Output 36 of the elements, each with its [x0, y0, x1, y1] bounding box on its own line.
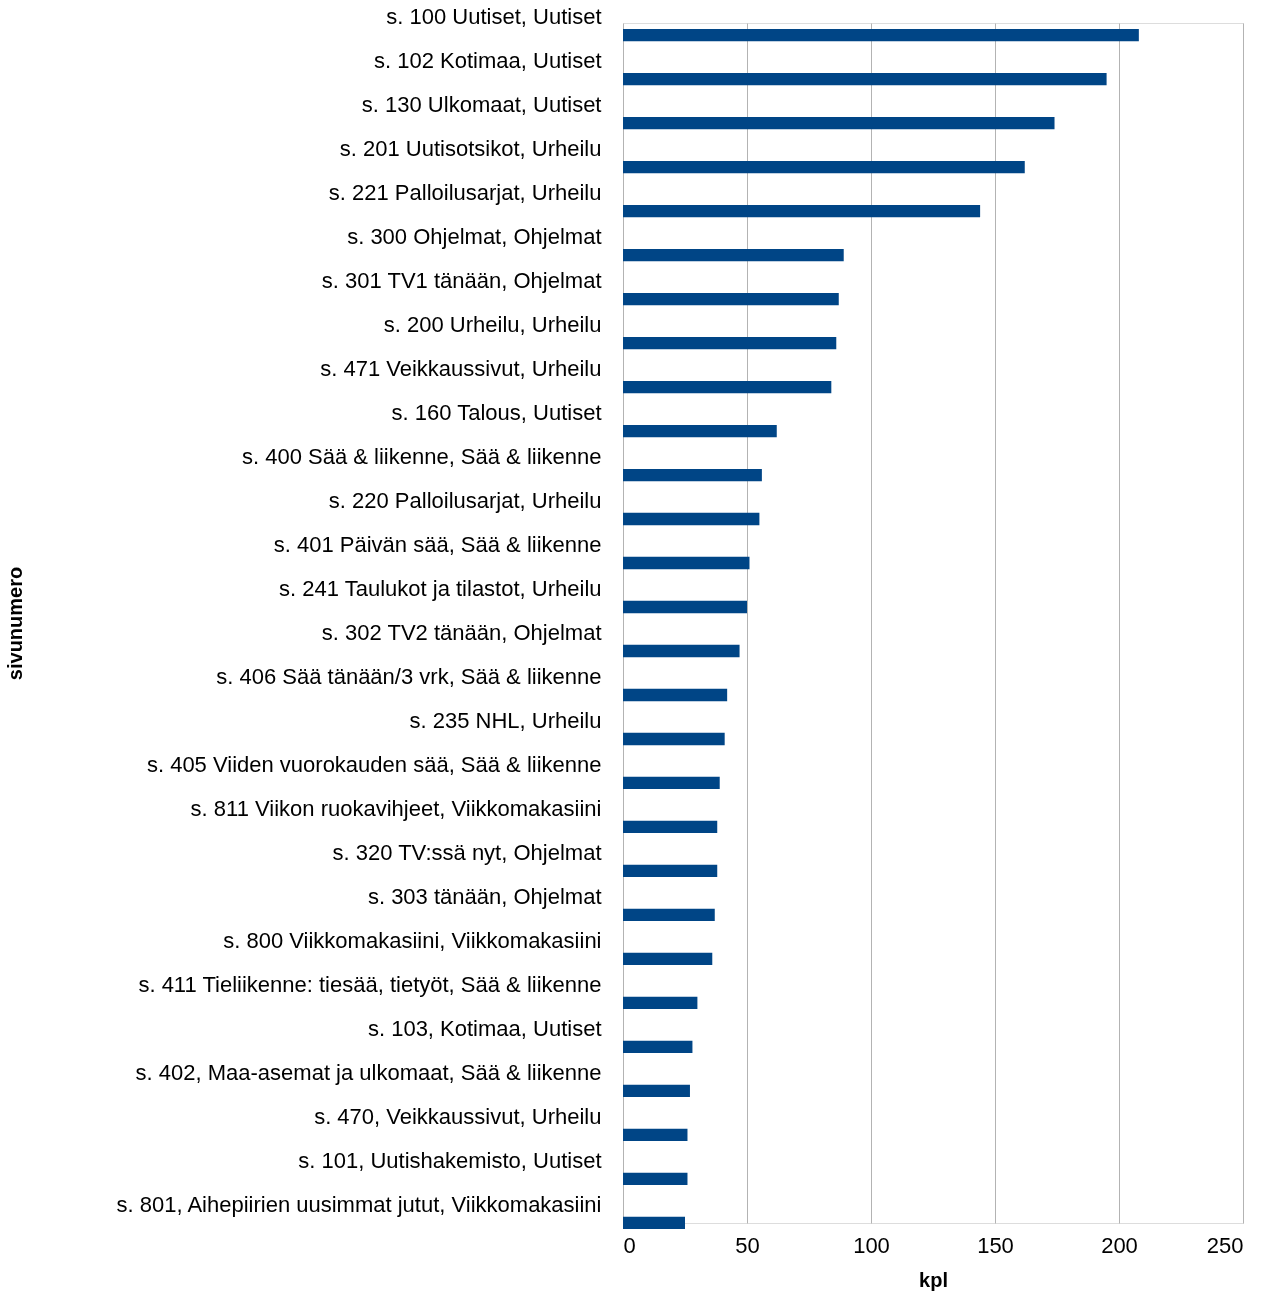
y-tick-label: s. 220 Palloilusarjat, Urheilu — [328, 488, 602, 514]
y-tick-label: s. 102 Kotimaa, Uutiset — [374, 48, 602, 74]
y-tick-label: s. 402, Maa-asemat ja ulkomaat, Sää & liikenne — [135, 1059, 602, 1085]
y-tick-label: s. 101, Uutishakemisto, Uutiset — [298, 1147, 602, 1173]
y-tick-label: s. 103, Kotimaa, Uutiset — [367, 1015, 602, 1041]
y-tick-label: s. 400 Sää & liikenne, Sää & liikenne — [241, 444, 602, 470]
y-tick-label: s. 303 tänään, Ohjelmat — [367, 883, 602, 909]
y-tick-label: s. 471 Veikkaussivut, Urheilu — [320, 356, 602, 382]
y-tick-label: s. 411 Tieliikenne: tiesää, tietyöt, Sää & liikenne — [138, 971, 602, 997]
y-tick-label: s. 401 Päivän sää, Sää & liikenne — [273, 532, 602, 558]
x-tick-label: 100 — [853, 1232, 890, 1258]
y-tick-label: s. 100 Uutiset, Uutiset — [386, 4, 602, 30]
y-tick-label: s. 800 Viikkomakasiini, Viikkomakasiini — [223, 927, 602, 953]
x-tick-label: 250 — [1206, 1232, 1244, 1258]
y-tick-label: s. 811 Viikon ruokavihjeet, Viikkomakasiini — [190, 795, 602, 821]
y-tick-label: s. 300 Ohjelmat, Ohjelmat — [347, 224, 602, 250]
y-tick-label: s. 801, Aihepiirien uusimmat jutut, Viikkomakasiini — [116, 1191, 602, 1217]
x-tick-label: 50 — [735, 1232, 760, 1258]
y-tick-label: s. 200 Urheilu, Urheilu — [383, 312, 602, 338]
y-tick-label: s. 235 NHL, Urheilu — [409, 707, 602, 733]
x-tick-label: 150 — [977, 1232, 1014, 1258]
y-tick-label: s. 241 Taulukot ja tilastot, Urheilu — [279, 576, 602, 602]
y-tick-label: s. 130 Ulkomaat, Uutiset — [361, 92, 602, 118]
y-tick-label: s. 301 TV1 tänään, Ohjelmat — [321, 268, 602, 294]
y-tick-label: s. 470, Veikkaussivut, Urheilu — [314, 1103, 602, 1129]
x-tick-label: 0 — [623, 1232, 636, 1258]
y-tick-label: s. 201 Uutisotsikot, Urheilu — [339, 136, 602, 162]
y-tick-label: s. 302 TV2 tänään, Ohjelmat — [321, 619, 602, 645]
y-tick-label: s. 406 Sää tänään/3 vrk, Sää & liikenne — [216, 663, 602, 689]
y-tick-label: s. 221 Palloilusarjat, Urheilu — [328, 180, 602, 206]
x-axis-title: kpl — [919, 1268, 948, 1291]
y-tick-label: s. 160 Talous, Uutiset — [391, 400, 602, 426]
y-axis-title: sivunumero — [3, 566, 26, 681]
y-tick-label: s. 320 TV:ssä nyt, Ohjelmat — [332, 839, 602, 865]
y-tick-label: s. 405 Viiden vuorokauden sää, Sää & liikenne — [146, 751, 602, 777]
x-tick-label: 200 — [1101, 1232, 1138, 1258]
